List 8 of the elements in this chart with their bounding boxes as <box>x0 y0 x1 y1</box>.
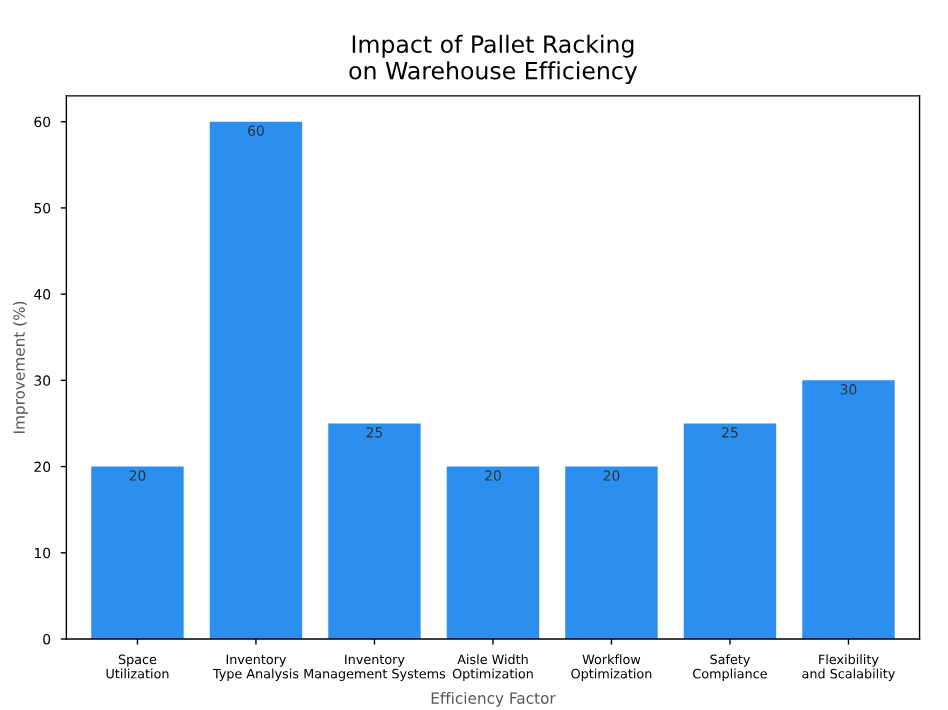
bar <box>446 466 540 639</box>
bar <box>683 423 777 639</box>
bar <box>209 121 303 639</box>
chart-title: Impact of Pallet Racking on Warehouse Efficiency <box>349 34 638 85</box>
bar <box>91 466 184 639</box>
bar <box>328 423 421 639</box>
bar <box>565 466 658 639</box>
bar <box>802 380 895 639</box>
